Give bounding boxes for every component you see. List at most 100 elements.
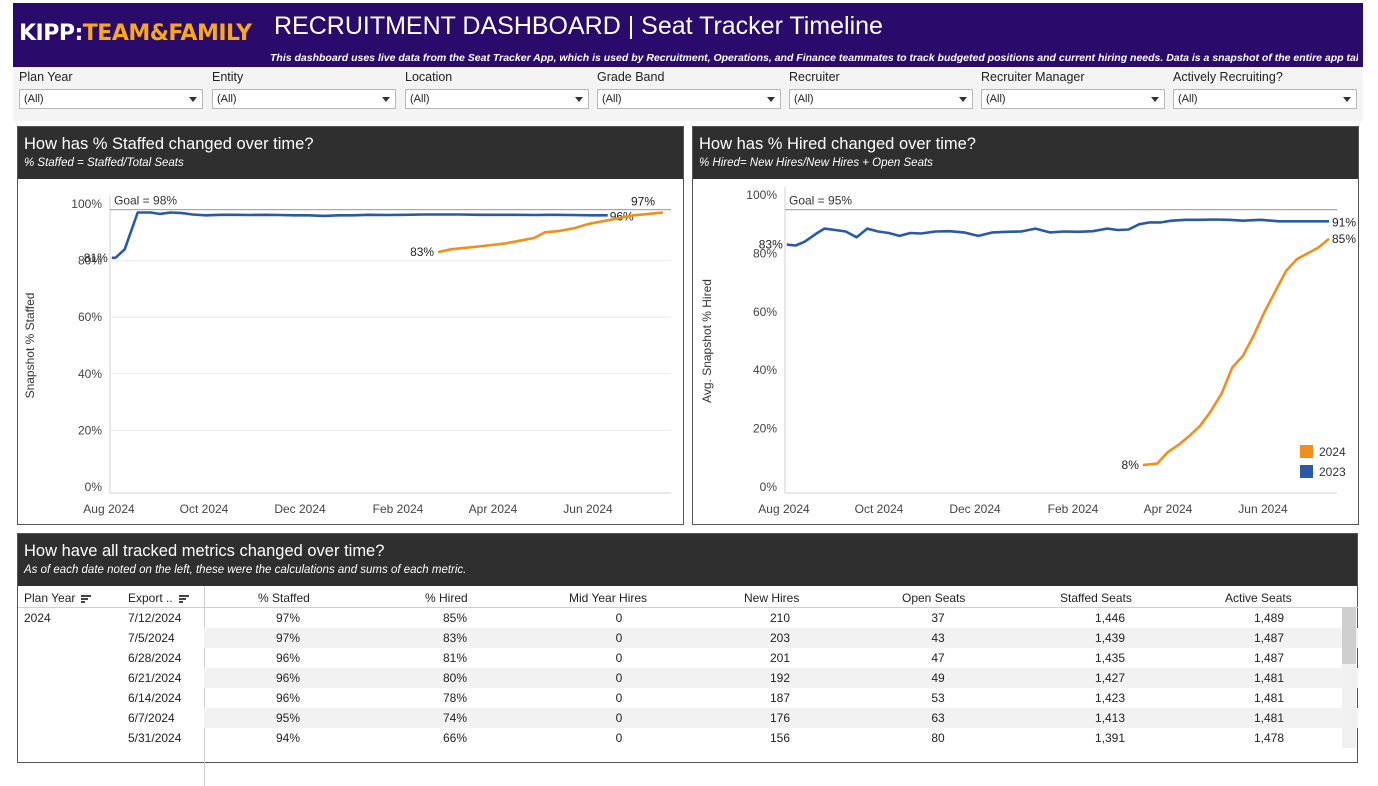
column-header-open-seats[interactable]: Open Seats (902, 591, 966, 605)
dashboard-header: KIPP:TEAM&FAMILY RECRUITMENT DASHBOARD |… (13, 3, 1363, 67)
plan-year-select[interactable]: (All) (19, 89, 203, 109)
chevron-down-icon (382, 97, 390, 102)
hired-chart-title: How has % Hired changed over time? (699, 135, 976, 153)
table-cell: 47 (931, 651, 945, 665)
filter-plan-year: Plan Year (All) (19, 70, 203, 109)
table-cell: 74% (442, 711, 468, 725)
hired-chart-header: How has % Hired changed over time? % Hir… (693, 127, 1358, 179)
y-tick-label: 60% (753, 305, 777, 319)
table-cell: 53 (931, 691, 945, 705)
table-cell: 6/14/2024 (128, 691, 182, 705)
legend-swatch-2023 (1300, 465, 1313, 478)
column-header-pct-hired[interactable]: % Hired (425, 591, 468, 605)
table-cell: 37 (931, 611, 945, 625)
start-data-label: 81% (84, 251, 108, 265)
table-cell: 6/28/2024 (128, 651, 182, 665)
y-tick-label: 80% (753, 246, 777, 260)
table-cell: 96% (275, 651, 301, 665)
series-line-2024 (437, 211, 664, 254)
filter-label: Recruiter Manager (981, 70, 1085, 84)
table-cell: 203 (769, 631, 791, 645)
filter-label: Grade Band (597, 70, 665, 84)
grade-band-select[interactable]: (All) (597, 89, 781, 109)
column-header-pct-staffed[interactable]: % Staffed (258, 591, 310, 605)
goal-label: Goal = 98% (114, 194, 177, 208)
table-cell: 1,481 (1253, 671, 1285, 685)
table-cell: 7/12/2024 (128, 611, 182, 625)
start-data-label: 8% (1122, 458, 1140, 472)
staffed-line-chart[interactable]: 0% 20% 40% 60% 80% 100% Aug 2024 Oct 2024 Dec 20… (18, 179, 683, 524)
filter-label: Actively Recruiting? (1173, 70, 1283, 84)
table-cell: 0 (615, 731, 623, 745)
x-tick-label: Feb 2024 (1048, 502, 1099, 516)
table-cell: 81% (442, 651, 468, 665)
column-header-new-hires[interactable]: New Hires (744, 591, 800, 605)
table-scrollbar[interactable] (1342, 608, 1356, 748)
table-cell: 0 (615, 651, 623, 665)
hired-chart-subtitle: % Hired= New Hires/New Hires + Open Seat… (699, 157, 933, 169)
y-tick-label: 80% (78, 254, 102, 268)
column-header-plan-year[interactable]: Plan Year (24, 591, 92, 605)
series-line-2023 (786, 218, 1329, 247)
actively-recruiting-select[interactable]: (All) (1173, 89, 1357, 109)
filter-label: Recruiter (789, 70, 840, 84)
table-cell: 85% (442, 611, 468, 625)
recruiter-select[interactable]: (All) (789, 89, 973, 109)
x-tick-label: Aug 2024 (83, 502, 135, 516)
table-row: 6/21/2024 96% 80% 0 192 49 1,427 1,481 (18, 668, 1358, 688)
table-cell: 66% (442, 731, 468, 745)
filter-recruiter: Recruiter (All) (789, 70, 973, 109)
chevron-down-icon (1151, 97, 1159, 102)
chevron-down-icon (1343, 97, 1351, 102)
table-cell: 1,478 (1253, 731, 1285, 745)
column-header-staffed-seats[interactable]: Staffed Seats (1060, 591, 1132, 605)
column-header-active-seats[interactable]: Active Seats (1225, 591, 1292, 605)
staffed-chart-header: How has % Staffed changed over time? % S… (18, 127, 683, 179)
row-band (204, 628, 1358, 648)
table-cell: 1,413 (1094, 711, 1126, 725)
table-cell: 96% (275, 671, 301, 685)
filter-entity: Entity (All) (212, 70, 396, 109)
x-tick-label: Oct 2024 (855, 502, 904, 516)
column-header-export-date[interactable]: Export .. (128, 591, 189, 605)
filter-bar: Plan Year (All) Entity (All) Location (A… (13, 67, 1363, 121)
y-tick-label: 100% (746, 188, 777, 202)
table-row: 5/31/2024 94% 66% 0 156 80 1,391 1,478 (18, 728, 1358, 748)
table-cell: 192 (769, 671, 791, 685)
table-cell: 201 (769, 651, 791, 665)
recruiter-manager-select[interactable]: (All) (981, 89, 1165, 109)
y-tick-label: 40% (78, 367, 102, 381)
x-tick-label: Feb 2024 (373, 502, 424, 516)
table-cell: 1,481 (1253, 691, 1285, 705)
y-tick-label: 20% (78, 423, 102, 437)
sort-icon[interactable] (81, 594, 92, 603)
scrollbar-thumb[interactable] (1342, 608, 1356, 664)
filter-grade-band: Grade Band (All) (597, 70, 781, 109)
table-cell: 0 (615, 611, 623, 625)
y-tick-label: 40% (753, 363, 777, 377)
hired-line-chart[interactable]: 0% 20% 40% 60% 80% 100% Aug 2024 Oct 2024 Dec 20… (693, 179, 1358, 524)
page-subtitle: This dashboard uses live data from the S… (270, 52, 1358, 64)
column-header-mid-year-hires[interactable]: Mid Year Hires (569, 591, 648, 605)
entity-select[interactable]: (All) (212, 89, 396, 109)
table-cell: 78% (442, 691, 468, 705)
table-cell: 0 (615, 711, 623, 725)
table-cell: 49 (931, 671, 945, 685)
location-select[interactable]: (All) (405, 89, 589, 109)
y-axis-label: Avg. Snapshot % Hired (700, 279, 714, 403)
x-tick-label: Jun 2024 (1238, 502, 1288, 516)
staffed-chart-panel: How has % Staffed changed over time? % S… (17, 126, 684, 525)
y-tick-label: 20% (753, 422, 777, 436)
filter-label: Entity (212, 70, 244, 84)
table-cell: 63 (931, 711, 945, 725)
legend-label: 2023 (1319, 465, 1346, 479)
filter-actively-recruiting: Actively Recruiting? (All) (1173, 70, 1357, 109)
y-tick-label: 100% (71, 197, 102, 211)
staffed-chart-subtitle: % Staffed = Staffed/Total Seats (24, 157, 184, 169)
y-tick-label: 0% (760, 480, 778, 494)
table-cell: 1,481 (1253, 711, 1285, 725)
table-cell: 1,391 (1094, 731, 1126, 745)
sort-icon[interactable] (178, 594, 189, 603)
table-row: 6/7/2024 95% 74% 0 176 63 1,413 1,481 (18, 708, 1358, 728)
table-cell: 1,435 (1094, 651, 1126, 665)
